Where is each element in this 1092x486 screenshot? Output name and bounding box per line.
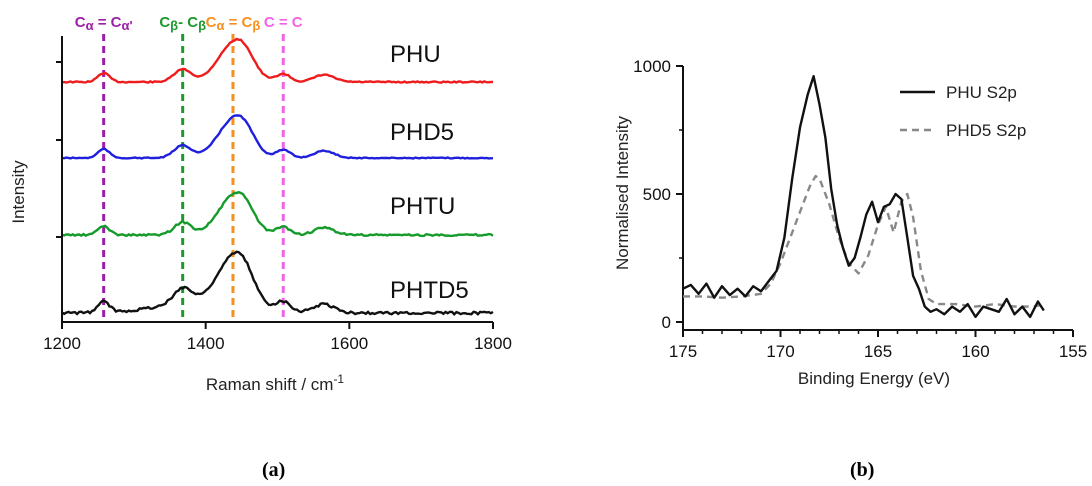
raman-x-tick-label: 1400 [187, 334, 225, 353]
xps-series-phd5 [683, 174, 1045, 308]
raman-chart: Cα = Cα' Cβ- Cβ Cα = Cβ C = C PHUPHD5PHTUPH… [9, 14, 512, 394]
raman-x-tick-label: 1800 [474, 334, 512, 353]
reference-lines: Cα = Cα' Cβ- Cβ Cα = Cβ C = C [75, 14, 303, 322]
xps-x-tick-label: 155 [1059, 342, 1087, 361]
xps-y-tick-label: 0 [662, 313, 671, 332]
xps-series [682, 75, 1045, 319]
xps-series-phu [682, 75, 1045, 319]
raman-y-axis-title: Intensity [9, 160, 28, 224]
raman-series-phd5 [61, 114, 494, 160]
xps-y-axis-title: Normalised Intensity [613, 116, 632, 271]
xps-y-tick-label: 1000 [633, 57, 671, 76]
raman-x-tick-label: 1600 [330, 334, 368, 353]
raman-x-axis-title: Raman shift / cm-1 [206, 372, 345, 394]
xps-x-tick-label: 160 [961, 342, 989, 361]
xps-x-axis-title: Binding Energy (eV) [798, 369, 950, 388]
xps-x-tick-label: 165 [864, 342, 892, 361]
legend-label-phd5: PHD5 S2p [946, 121, 1026, 140]
raman-series: PHU PHD5 PHTU PHTD5 [61, 37, 494, 317]
raman-series-phu [61, 37, 494, 84]
legend-label-phu: PHU S2p [946, 83, 1017, 102]
reference-line-label: Cα = Cα' [75, 14, 133, 33]
xps-y-tick-label: 500 [643, 185, 671, 204]
series-label-phd5: PHD5 [390, 119, 454, 146]
series-label-phu: PHU [390, 41, 441, 68]
reference-line-label: C = C [264, 14, 303, 31]
series-label-phtu: PHTU [390, 193, 455, 220]
xps-x-tick-label: 175 [669, 342, 697, 361]
xps-x-tick-label: 170 [766, 342, 794, 361]
series-label-phtd5: PHTD5 [390, 277, 469, 304]
reference-line-label: Cβ- Cβ [159, 14, 206, 33]
raman-x-tick-label: 1200 [43, 334, 81, 353]
xps-legend: PHU S2p PHD5 S2p [900, 83, 1026, 140]
panel-label-a: (a) [262, 459, 286, 481]
xps-axes: 0 500 1000 175 170 165 160 155 [633, 57, 1087, 361]
raman-series-phtu [61, 190, 494, 238]
raman-x-axis-superscript: -1 [333, 372, 344, 386]
raman-axes: 1200 1400 1600 1800 [43, 36, 512, 353]
xps-chart: 0 500 1000 175 170 165 160 155 PHU S2p PHD5 S2p… [613, 57, 1087, 388]
reference-line-label: Cα = Cβ [206, 14, 261, 33]
raman-series-phtd5 [61, 250, 494, 317]
panel-label-b: (b) [850, 459, 875, 481]
